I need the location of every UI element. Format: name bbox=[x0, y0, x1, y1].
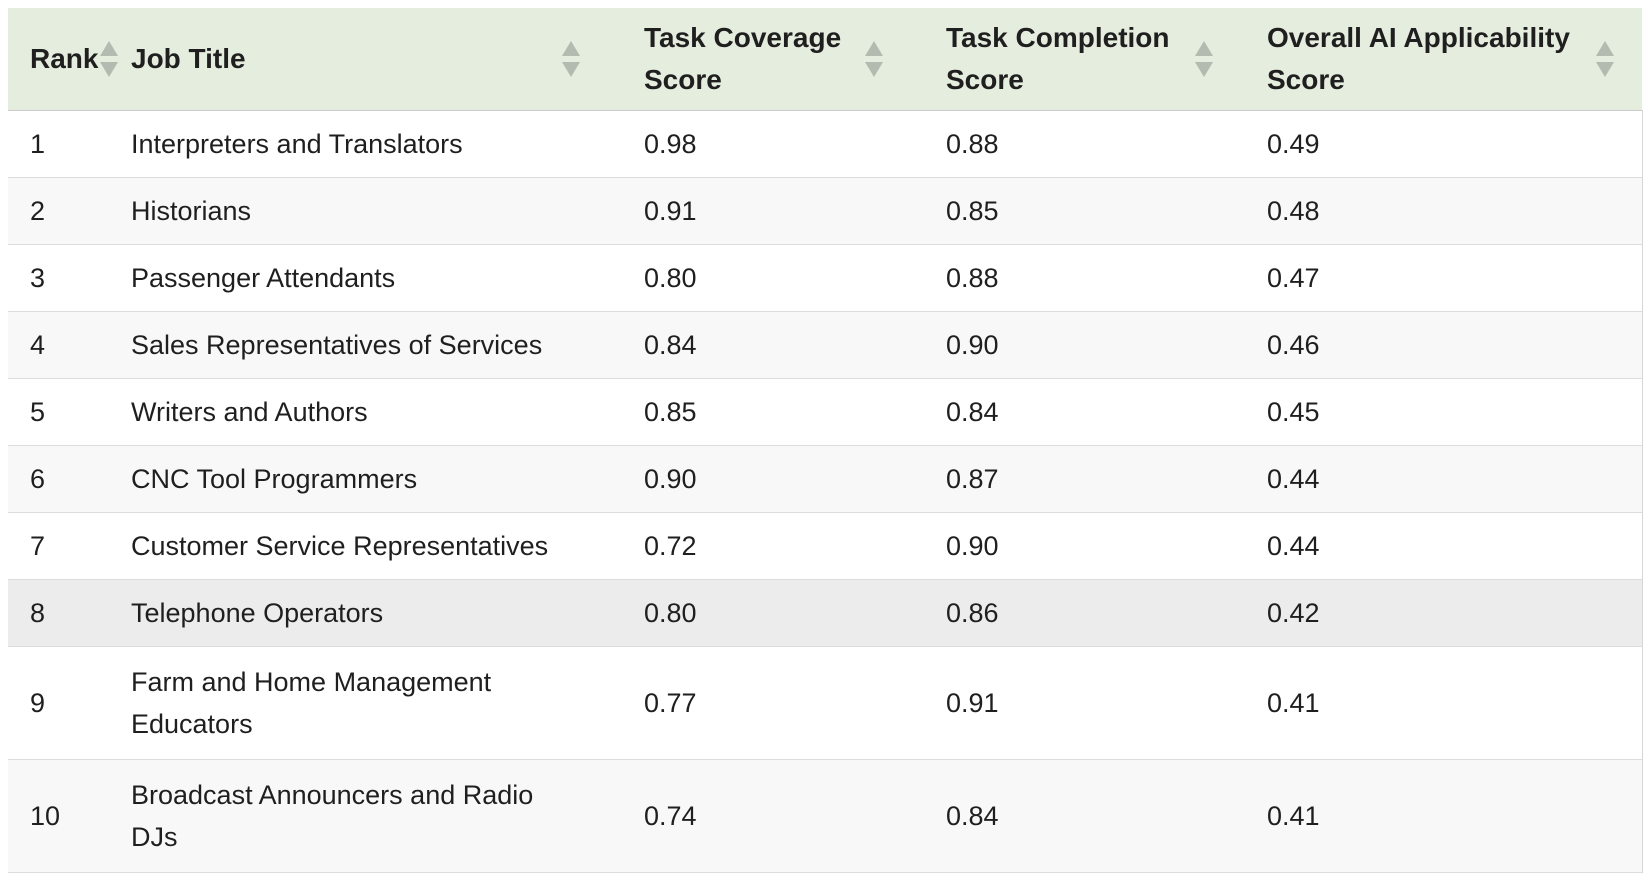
task-coverage-cell: 0.90 bbox=[644, 464, 697, 494]
column-header-overall-ai-applicability-score[interactable]: Overall AI Applicability Score bbox=[1260, 8, 1642, 111]
table-row: 1 Interpreters and Translators 0.98 0.88… bbox=[8, 110, 1643, 178]
job-title-cell: Telephone Operators bbox=[131, 598, 384, 628]
sort-asc-icon bbox=[1596, 41, 1614, 56]
task-coverage-cell: 0.85 bbox=[644, 397, 697, 427]
rank-cell: 8 bbox=[30, 598, 46, 628]
sort-asc-icon bbox=[1195, 41, 1213, 56]
overall-score-cell: 0.44 bbox=[1260, 512, 1643, 580]
task-completion-cell: 0.85 bbox=[946, 196, 999, 226]
sort-desc-icon bbox=[865, 62, 883, 77]
header-row: Rank Job Title Task Coverage Score Task … bbox=[8, 8, 1642, 111]
table-row: 7 Customer Service Representatives 0.72 … bbox=[8, 512, 1643, 580]
overall-score-cell: 0.41 bbox=[1260, 646, 1643, 760]
rank-cell: 1 bbox=[30, 129, 46, 159]
rank-cell: 4 bbox=[30, 330, 46, 360]
task-coverage-cell: 0.98 bbox=[644, 129, 697, 159]
task-coverage-cell: 0.80 bbox=[644, 598, 697, 628]
column-label: Task Completion Score bbox=[946, 22, 1170, 95]
task-completion-cell: 0.90 bbox=[946, 330, 999, 360]
table-row: 3 Passenger Attendants 0.80 0.88 0.47 bbox=[8, 244, 1643, 312]
task-completion-cell: 0.91 bbox=[946, 688, 999, 718]
job-title-cell: Historians bbox=[131, 196, 252, 226]
overall-score-cell: 0.42 bbox=[1260, 579, 1643, 647]
job-title-cell: Passenger Attendants bbox=[131, 263, 396, 293]
task-completion-cell: 0.88 bbox=[946, 129, 999, 159]
sort-icon bbox=[1596, 41, 1614, 77]
task-coverage-cell: 0.72 bbox=[644, 531, 697, 561]
column-label: Job Title bbox=[131, 43, 246, 74]
table-header: Rank Job Title Task Coverage Score Task … bbox=[8, 8, 1642, 111]
overall-score-cell: 0.46 bbox=[1260, 311, 1643, 379]
jobs-table: Rank Job Title Task Coverage Score Task … bbox=[8, 8, 1643, 873]
sort-icon bbox=[100, 41, 118, 77]
task-coverage-cell: 0.84 bbox=[644, 330, 697, 360]
rank-cell: 9 bbox=[30, 688, 46, 718]
column-label: Overall AI Applicability Score bbox=[1267, 22, 1570, 95]
sort-asc-icon bbox=[100, 41, 118, 56]
sort-desc-icon bbox=[1195, 62, 1213, 77]
column-header-task-coverage-score[interactable]: Task Coverage Score bbox=[637, 8, 940, 111]
overall-score-cell: 0.41 bbox=[1260, 759, 1643, 873]
rank-cell: 6 bbox=[30, 464, 46, 494]
job-title-cell: CNC Tool Programmers bbox=[131, 464, 418, 494]
task-completion-cell: 0.87 bbox=[946, 464, 999, 494]
job-title-cell: Farm and Home Management Educators bbox=[131, 667, 492, 739]
rank-cell: 10 bbox=[30, 801, 61, 831]
task-completion-cell: 0.84 bbox=[946, 397, 999, 427]
task-completion-cell: 0.90 bbox=[946, 531, 999, 561]
job-title-cell: Writers and Authors bbox=[131, 397, 368, 427]
column-label: Task Coverage Score bbox=[644, 22, 842, 95]
sort-icon bbox=[1195, 41, 1213, 77]
job-title-cell: Customer Service Representatives bbox=[131, 531, 549, 561]
overall-score-cell: 0.45 bbox=[1260, 378, 1643, 446]
sort-desc-icon bbox=[100, 62, 118, 77]
task-coverage-cell: 0.74 bbox=[644, 801, 697, 831]
sort-icon bbox=[865, 41, 883, 77]
table-body: 1 Interpreters and Translators 0.98 0.88… bbox=[8, 110, 1643, 873]
sort-desc-icon bbox=[562, 62, 580, 77]
rank-cell: 7 bbox=[30, 531, 46, 561]
task-coverage-cell: 0.91 bbox=[644, 196, 697, 226]
rank-cell: 5 bbox=[30, 397, 46, 427]
table-row: 5 Writers and Authors 0.85 0.84 0.45 bbox=[8, 378, 1643, 446]
job-title-cell: Sales Representatives of Services bbox=[131, 330, 543, 360]
column-header-task-completion-score[interactable]: Task Completion Score bbox=[940, 8, 1260, 111]
sort-desc-icon bbox=[1596, 62, 1614, 77]
table-row-hovered: 8 Telephone Operators 0.80 0.86 0.42 bbox=[8, 579, 1643, 647]
task-coverage-cell: 0.80 bbox=[644, 263, 697, 293]
task-completion-cell: 0.84 bbox=[946, 801, 999, 831]
column-header-rank[interactable]: Rank bbox=[8, 8, 122, 111]
sort-asc-icon bbox=[562, 41, 580, 56]
table-row: 10 Broadcast Announcers and Radio DJs 0.… bbox=[8, 759, 1643, 873]
task-completion-cell: 0.86 bbox=[946, 598, 999, 628]
task-coverage-cell: 0.77 bbox=[644, 688, 697, 718]
column-header-job-title[interactable]: Job Title bbox=[122, 8, 637, 111]
job-title-cell: Broadcast Announcers and Radio DJs bbox=[131, 780, 534, 852]
column-label: Rank bbox=[30, 43, 99, 74]
table-row: 9 Farm and Home Management Educators 0.7… bbox=[8, 646, 1643, 760]
overall-score-cell: 0.47 bbox=[1260, 244, 1643, 312]
rank-cell: 2 bbox=[30, 196, 46, 226]
rank-cell: 3 bbox=[30, 263, 46, 293]
overall-score-cell: 0.49 bbox=[1260, 110, 1643, 178]
sort-asc-icon bbox=[865, 41, 883, 56]
overall-score-cell: 0.44 bbox=[1260, 445, 1643, 513]
task-completion-cell: 0.88 bbox=[946, 263, 999, 293]
table-row: 2 Historians 0.91 0.85 0.48 bbox=[8, 177, 1643, 245]
job-title-cell: Interpreters and Translators bbox=[131, 129, 463, 159]
sort-icon bbox=[562, 41, 580, 77]
table-row: 6 CNC Tool Programmers 0.90 0.87 0.44 bbox=[8, 445, 1643, 513]
overall-score-cell: 0.48 bbox=[1260, 177, 1643, 245]
table-row: 4 Sales Representatives of Services 0.84… bbox=[8, 311, 1643, 379]
